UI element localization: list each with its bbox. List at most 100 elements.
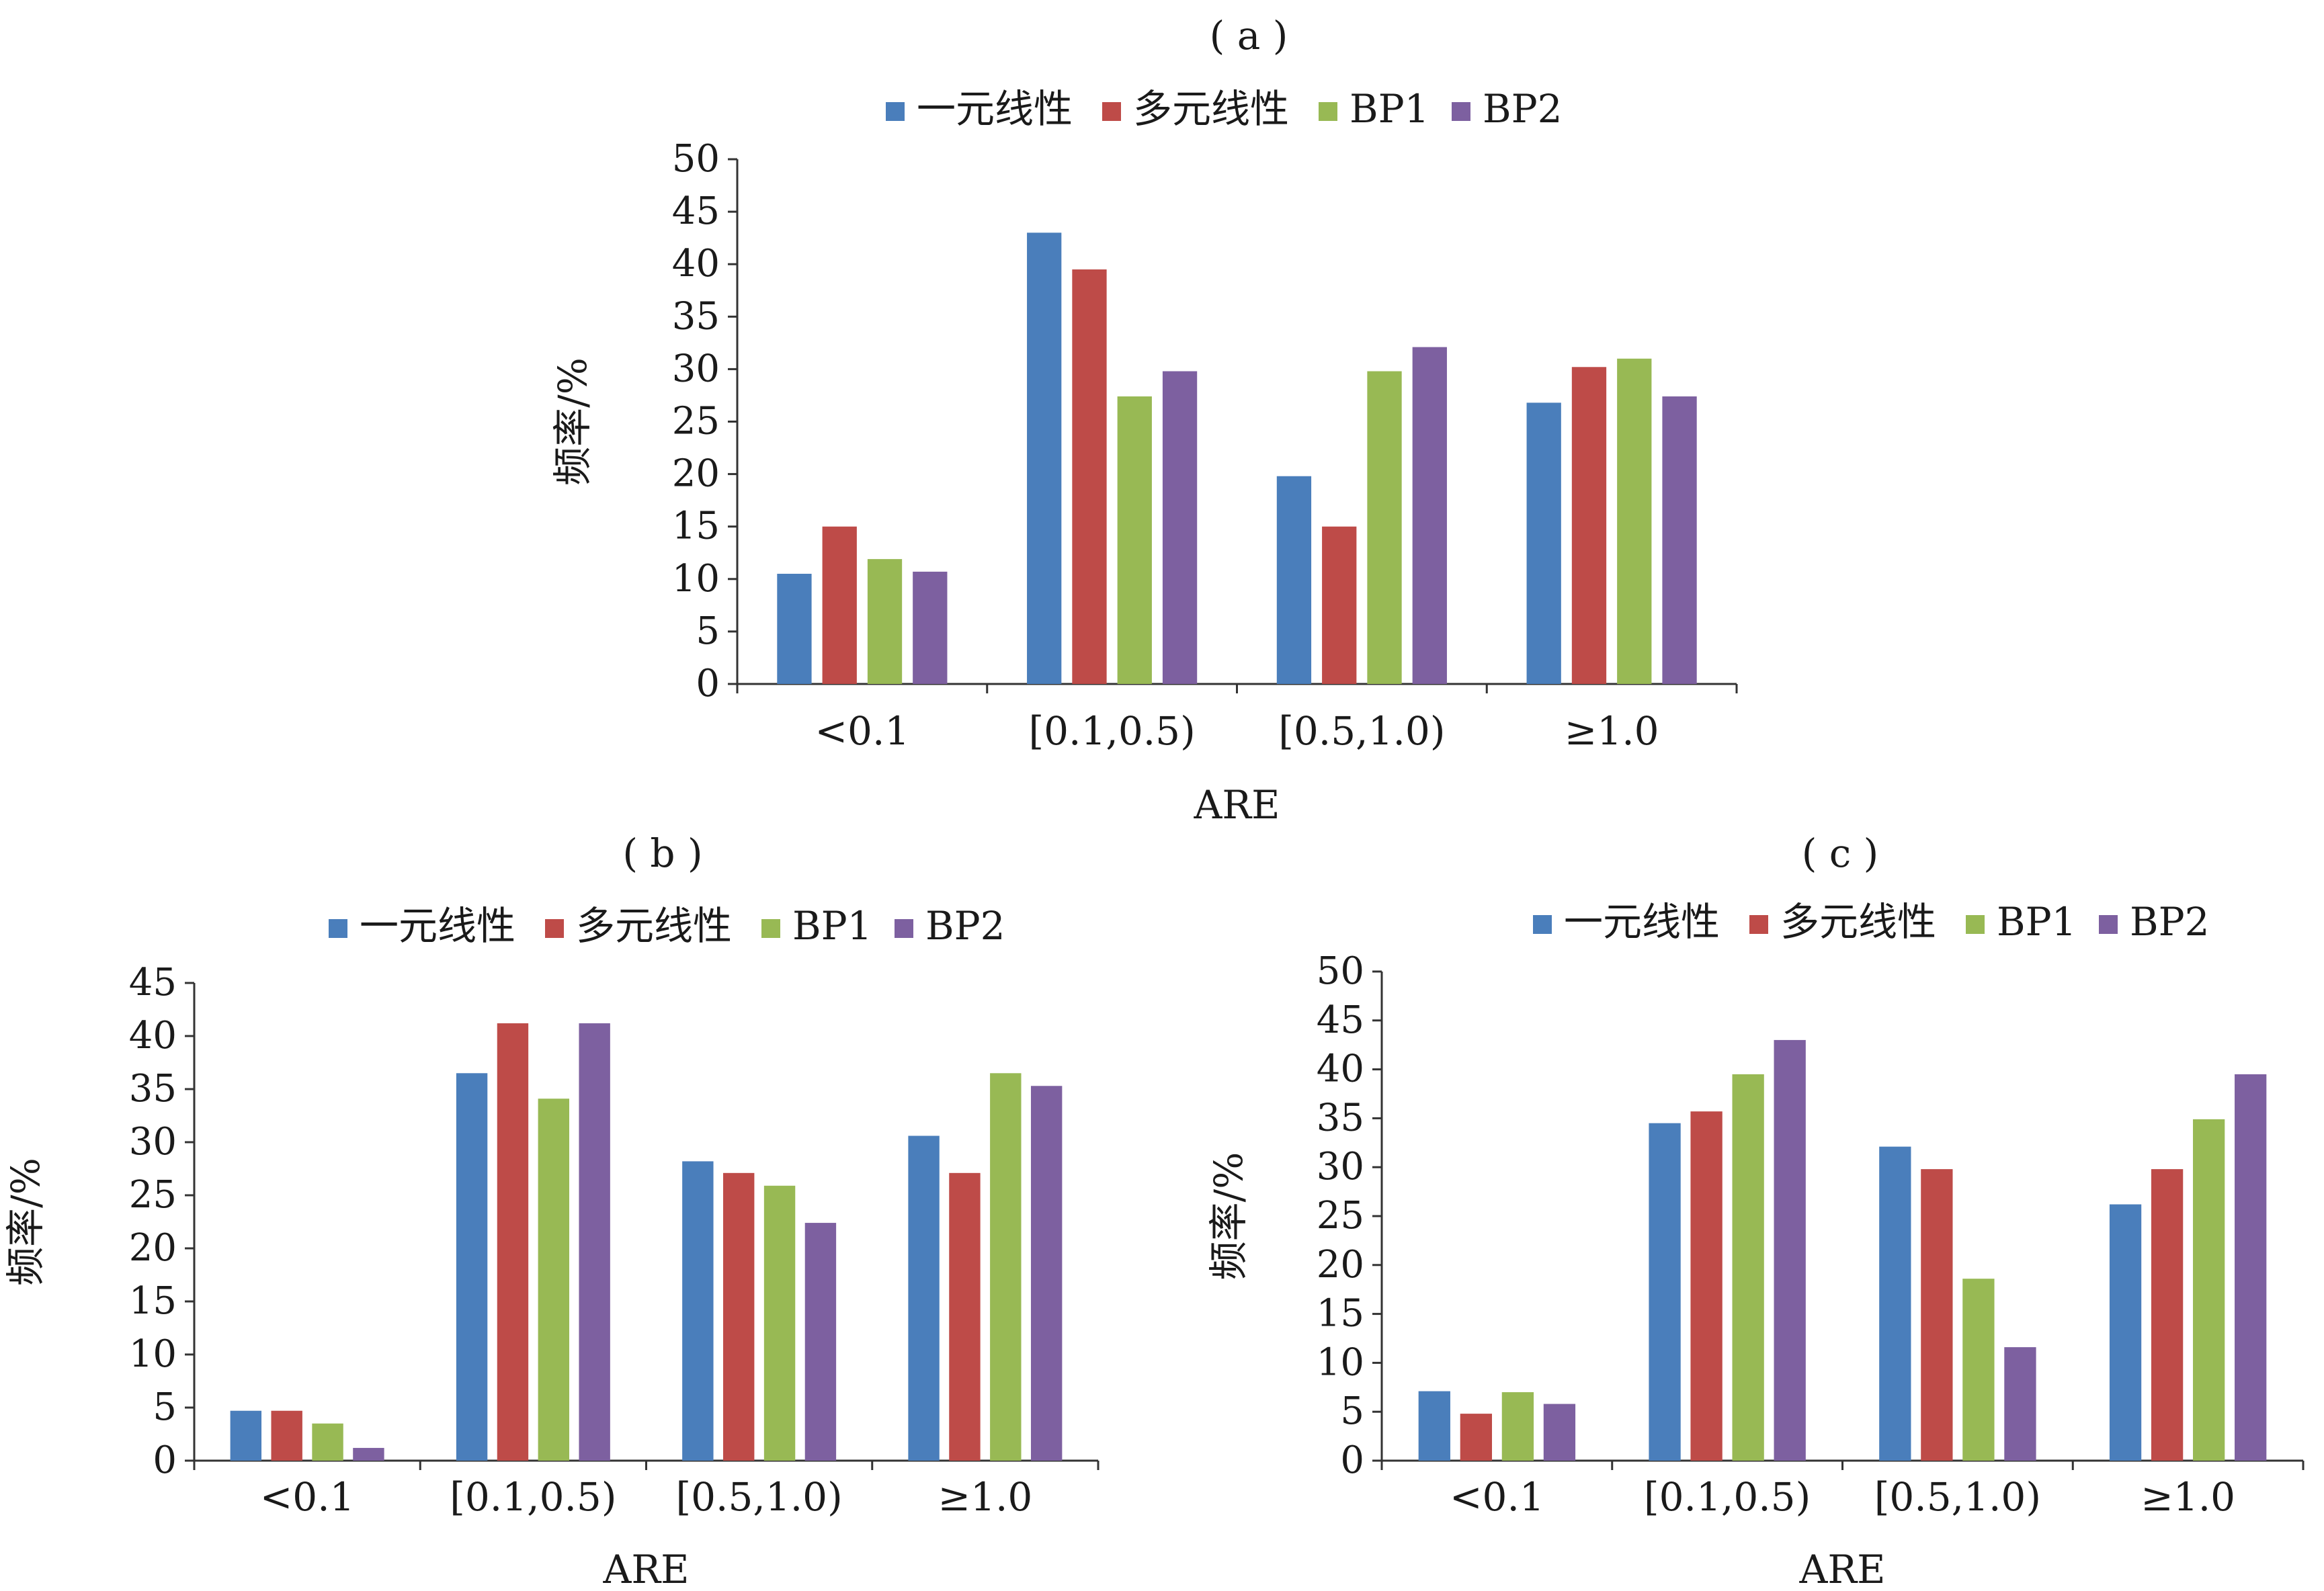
y-tick-label: 50 bbox=[672, 137, 720, 181]
bar bbox=[1732, 1074, 1764, 1461]
y-tick-label: 0 bbox=[696, 662, 720, 705]
bar bbox=[353, 1448, 384, 1461]
legend-swatch bbox=[1966, 915, 1985, 934]
bar bbox=[1690, 1111, 1723, 1461]
bar bbox=[913, 571, 948, 684]
chart-panel-c: ( c )一元线性 多元线性 BP1 BP205101520253035404550<… bbox=[1206, 830, 2305, 1591]
panel-label: ( c ) bbox=[1802, 830, 1879, 876]
legend: 一元线性 多元线性 BP1 BP2 bbox=[886, 86, 1563, 132]
y-tick-label: 35 bbox=[1317, 1096, 1364, 1140]
bar bbox=[1649, 1123, 1681, 1461]
bar bbox=[777, 573, 812, 684]
bar bbox=[538, 1099, 570, 1461]
y-tick-label: 45 bbox=[1317, 998, 1364, 1042]
bar bbox=[1412, 347, 1447, 684]
legend-label: BP1 bbox=[1350, 86, 1429, 132]
bar bbox=[804, 1223, 837, 1461]
bar bbox=[312, 1423, 343, 1461]
x-tick-label: [0.1,0.5) bbox=[1029, 708, 1196, 754]
bar bbox=[1501, 1392, 1534, 1461]
y-tick-label: 5 bbox=[1340, 1389, 1364, 1433]
chart-panel-b: ( b ) 一元线性 多元线性 BP1 BP2 0 5 10 15 20 25 30 35 40 45 <0.… bbox=[3, 830, 1099, 1591]
y-tick-label: 15 bbox=[1317, 1292, 1364, 1336]
bar bbox=[1543, 1404, 1576, 1461]
y-tick-label: 20 bbox=[129, 1226, 177, 1270]
x-tick-label: ≥1.0 bbox=[1565, 708, 1659, 754]
legend-label: 一元线性 bbox=[917, 86, 1073, 132]
y-tick-label: 0 bbox=[153, 1438, 177, 1482]
bar bbox=[1276, 476, 1312, 684]
legend-label: 多元线性 bbox=[576, 903, 732, 949]
bar bbox=[1617, 358, 1652, 684]
x-tick-label: [0.1,0.5) bbox=[450, 1474, 616, 1520]
legend: 一元线性 多元线性 BP1 BP2 bbox=[1533, 899, 2210, 945]
legend-label: BP2 bbox=[1483, 86, 1563, 132]
y-tick-label: 20 bbox=[672, 452, 720, 496]
bar bbox=[990, 1073, 1022, 1461]
panel-label: ( b ) bbox=[622, 830, 702, 876]
y-axis-label: 频率/% bbox=[550, 357, 595, 486]
bar bbox=[1418, 1391, 1450, 1461]
bar bbox=[1322, 526, 1357, 684]
legend-swatch bbox=[329, 919, 347, 938]
bar bbox=[1030, 1086, 1063, 1461]
bar bbox=[822, 526, 857, 684]
legend-label: BP1 bbox=[792, 903, 872, 949]
y-tick-label: 0 bbox=[1340, 1438, 1364, 1482]
y-tick-label: 30 bbox=[672, 347, 720, 390]
y-axis-label: 频率/% bbox=[3, 1158, 48, 1286]
x-tick-label: ≥1.0 bbox=[2141, 1474, 2235, 1520]
panel-label: ( a ) bbox=[1210, 13, 1288, 58]
bar bbox=[682, 1161, 714, 1461]
legend-swatch bbox=[545, 919, 564, 938]
bar bbox=[230, 1410, 262, 1461]
y-tick-label: 25 bbox=[672, 400, 720, 443]
bar bbox=[1460, 1414, 1493, 1461]
legend-swatch bbox=[761, 919, 780, 938]
bar bbox=[2192, 1119, 2225, 1461]
bar bbox=[1526, 402, 1561, 684]
bar bbox=[497, 1023, 529, 1461]
x-axis-label: ARE bbox=[603, 1547, 690, 1591]
legend-swatch bbox=[1102, 102, 1121, 121]
y-tick-label: 10 bbox=[672, 557, 720, 601]
y-tick-label: 45 bbox=[672, 189, 720, 233]
y-tick-label: 15 bbox=[672, 505, 720, 548]
bar bbox=[579, 1023, 610, 1461]
y-tick-label: 10 bbox=[129, 1332, 177, 1376]
y-tick-label: 30 bbox=[1317, 1145, 1364, 1189]
bar bbox=[1571, 367, 1607, 684]
legend: 一元线性 多元线性 BP1 BP2 bbox=[329, 903, 1005, 949]
bar bbox=[1962, 1279, 1995, 1461]
x-tick-label: [0.5,1.0) bbox=[1874, 1474, 2041, 1520]
bar bbox=[949, 1172, 981, 1461]
bar bbox=[722, 1172, 755, 1461]
y-tick-label: 25 bbox=[129, 1173, 177, 1217]
y-tick-label: 30 bbox=[129, 1120, 177, 1164]
legend-label: 一元线性 bbox=[360, 903, 515, 949]
bar bbox=[2004, 1347, 2036, 1461]
x-axis-label: ARE bbox=[1194, 782, 1280, 828]
y-tick-label: 10 bbox=[1317, 1340, 1364, 1384]
bar bbox=[2151, 1169, 2184, 1461]
y-tick-label: 40 bbox=[672, 242, 720, 286]
x-axis-label: ARE bbox=[1799, 1547, 1886, 1591]
y-tick-label: 40 bbox=[129, 1014, 177, 1058]
x-tick-label: [0.1,0.5) bbox=[1644, 1474, 1811, 1520]
y-tick-label: 5 bbox=[153, 1385, 177, 1429]
y-tick-label: 45 bbox=[129, 961, 177, 1004]
bar bbox=[908, 1135, 940, 1461]
legend-label: 一元线性 bbox=[1564, 899, 1720, 945]
legend-swatch bbox=[886, 102, 905, 121]
bar bbox=[1879, 1146, 1911, 1461]
legend-swatch bbox=[2099, 915, 2118, 934]
bar bbox=[1072, 269, 1107, 684]
bar bbox=[456, 1073, 488, 1461]
legend-label: 多元线性 bbox=[1133, 86, 1289, 132]
bar bbox=[1921, 1169, 1953, 1461]
x-tick-label: [0.5,1.0) bbox=[1278, 708, 1445, 754]
y-tick-label: 35 bbox=[129, 1067, 177, 1111]
bar bbox=[2235, 1074, 2267, 1461]
x-tick-label: <0.1 bbox=[260, 1474, 355, 1520]
